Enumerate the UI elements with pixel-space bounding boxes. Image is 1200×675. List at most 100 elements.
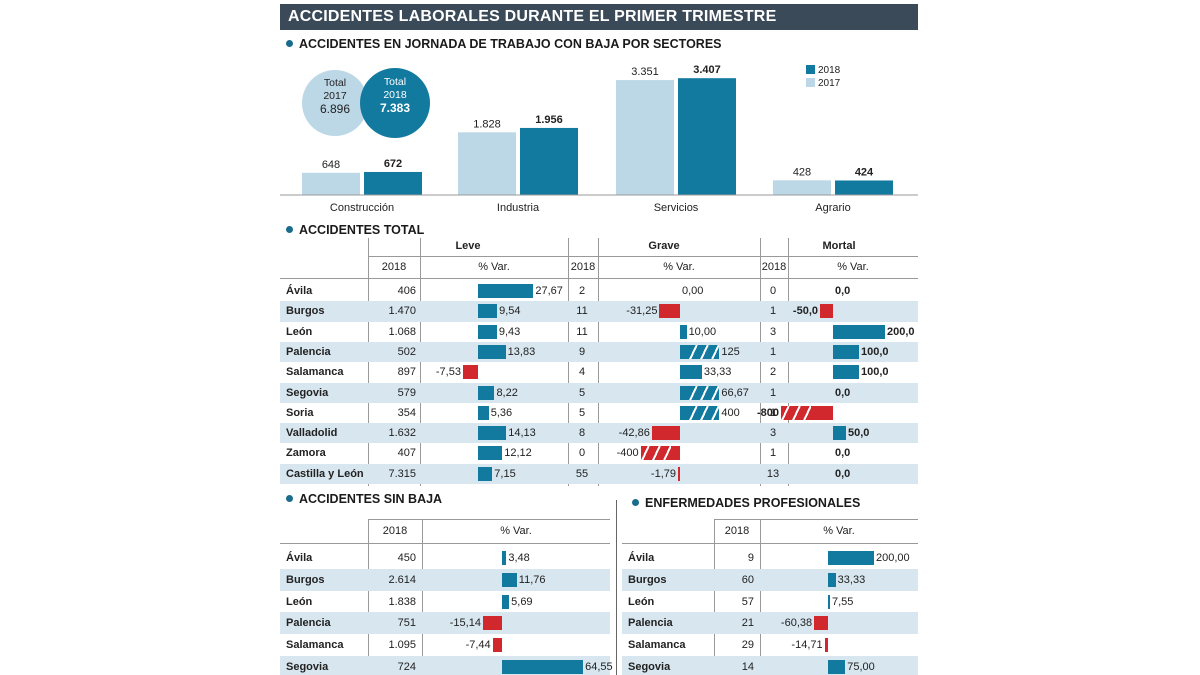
row-name: Castilla y León [286,467,364,480]
category-label: Industria [497,202,540,214]
category-label: Servicios [654,202,699,214]
variation-label: 0,0 [835,447,851,460]
column-divider [368,519,369,675]
value-2018: 1.838 [388,595,416,608]
variation-bar [651,426,680,441]
mortal-2018: 1 [769,386,777,399]
row-name: Palencia [286,617,331,630]
variation-label: -15,14 [449,617,481,630]
section-enfermedades-title: ENFERMEDADES PROFESIONALES [645,496,861,510]
variation-label: 0,0 [835,467,851,480]
legend-item-2017: 2017 [806,77,840,90]
group-header: Mortal [822,240,856,252]
total-2018-value: 7.383 [379,101,411,115]
row-stripe [280,612,610,635]
row-name: Valladolid [286,427,338,440]
variation-label: 12,12 [504,447,532,460]
variation-bar [640,446,680,461]
value-2018: 9 [747,552,754,564]
variation-label: -50,0 [792,305,818,318]
variation-bar [478,304,498,319]
row-name: León [286,325,313,338]
value-2018: 450 [397,552,416,564]
column-header: % Var. [837,261,869,273]
row-name: Salamanca [286,639,344,652]
variation-label: 100,0 [861,366,889,379]
total-2017-value: 6.896 [319,102,351,116]
variation-label: 50,0 [848,427,870,440]
row-stripe [280,382,918,403]
column-header: % Var. [823,525,855,537]
variation-bar [478,385,495,400]
variation-bar [462,365,478,380]
mortal-2018: 3 [769,427,777,440]
value-2018: 751 [397,617,416,630]
variation-bar [478,426,507,441]
variation-bar [833,324,885,339]
variation-bar [502,551,507,565]
total-2017-circle: Total 2017 6.896 [302,70,368,136]
mortal-2018: 1 [769,447,777,460]
row-name: Burgos [628,573,667,586]
variation-bar [781,405,833,420]
leve-2018: 897 [397,366,416,379]
total-2018-label: Total [383,76,407,88]
section-total-title: ACCIDENTES TOTAL [299,223,425,237]
value-2018: 60 [741,573,754,586]
variation-bar [478,284,534,298]
bar-value-label: 424 [855,166,874,178]
row-name: Ávila [286,285,313,297]
row-stripe [280,463,918,484]
row-stripe [280,568,610,591]
variation-label: 66,67 [721,386,749,399]
grave-2018: 55 [575,467,589,480]
row-name: Zamora [286,447,326,460]
mortal-2018: 13 [766,467,780,480]
grave-2018: 11 [576,325,588,338]
variation-label: 200,0 [887,325,915,338]
grave-2018: 2 [578,285,586,297]
bar-Industria-2017 [458,132,516,195]
variation-bar [502,594,510,609]
row-name: León [286,595,313,608]
variation-bar [680,385,720,400]
variation-label: 0,0 [835,285,851,297]
total-2018-circle: Total 2018 7.383 [360,68,430,138]
grave-2018: 0 [578,447,586,460]
variation-bar [678,466,680,481]
bullet-icon [286,40,293,47]
row-stripe [622,612,918,635]
value-2018: 21 [741,617,754,630]
value-2018: 14 [741,661,754,673]
header-rule [280,543,610,544]
row-name: León [628,595,655,608]
variation-bar [680,365,702,380]
section-divider [616,500,617,675]
row-name: Palencia [286,345,331,358]
variation-bar [492,638,502,653]
mortal-2018: 3 [769,325,777,338]
variation-label: 10,00 [688,325,717,338]
infographic-panel: ACCIDENTES LABORALES DURANTE EL PRIMER T… [280,0,918,675]
row-name: Segovia [286,661,329,673]
header-rule [368,256,918,257]
row-name: Segovia [286,386,329,399]
variation-bar [828,551,874,565]
column-divider [760,519,761,675]
row-name: Burgos [286,305,325,318]
leve-2018: 7.315 [388,467,416,480]
variation-bar [680,344,720,359]
variation-label: -400 [616,447,639,460]
leve-2018: 579 [397,386,416,399]
row-name: Palencia [628,617,673,630]
variation-label: -60,38 [780,617,813,630]
variation-label: 3,48 [508,552,530,564]
variation-bar [833,426,846,441]
variation-label: 0,00 [682,285,704,297]
row-name: Soria [286,406,314,419]
column-header: % Var. [663,261,695,273]
bar-Agrario-2017 [773,180,831,195]
column-divider [422,519,423,675]
row-stripe [280,301,918,322]
bar-Servicios-2018 [678,78,736,195]
